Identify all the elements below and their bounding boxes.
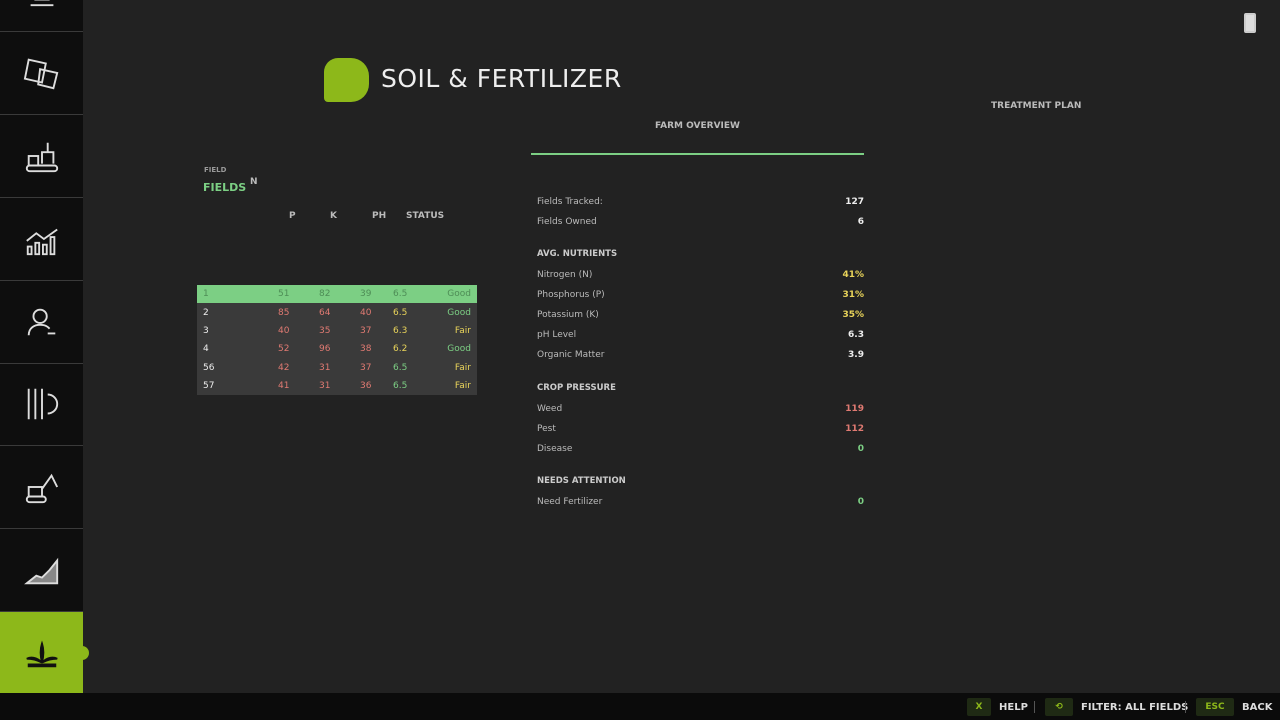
stat-disease: Disease 0: [537, 444, 864, 454]
col-status: STATUS: [406, 211, 445, 221]
sidebar-item-soil[interactable]: [0, 612, 89, 693]
table-row[interactable]: 2 85 64 40 6.5 Good: [203, 307, 471, 318]
stat-fields-tracked: Fields Tracked: 127: [537, 197, 864, 207]
worker-icon: [27, 308, 55, 336]
col-ph: PH: [372, 211, 387, 221]
sidebar-item-production[interactable]: [0, 115, 83, 198]
bottom-bar: X HELP ⟲ FILTER: ALL FIELDS ESC BACK: [0, 693, 1280, 720]
sidebar-item-vehicles[interactable]: [0, 0, 83, 32]
col-field: FIELD: [204, 166, 227, 174]
page-title: SOIL & FERTILIZER: [381, 64, 622, 93]
prices-icon: [23, 557, 58, 585]
documents-icon: [23, 58, 58, 90]
battery-icon: [1244, 13, 1256, 33]
statistics-icon: [25, 228, 58, 256]
help-key[interactable]: X: [967, 698, 991, 716]
stat-potassium: Potassium (K) 35%: [537, 310, 864, 320]
esc-key[interactable]: ESC: [1196, 698, 1234, 716]
tab-farm-overview[interactable]: FARM OVERVIEW: [655, 121, 740, 131]
sidebar-item-contracts[interactable]: [0, 32, 83, 115]
stat-weed: Weed 119: [537, 404, 864, 414]
table-row[interactable]: 56 42 31 37 6.5 Fair: [203, 362, 471, 373]
col-p: P: [289, 211, 296, 221]
sidebar-item-prices[interactable]: [0, 529, 83, 612]
help-button[interactable]: HELP: [999, 702, 1028, 713]
stat-pest: Pest 112: [537, 424, 864, 434]
active-tab-underline: [531, 153, 864, 155]
filter-key-icon[interactable]: ⟲: [1045, 698, 1073, 716]
excavator-icon: [25, 473, 58, 504]
active-indicator: [81, 646, 89, 660]
fields-table: 1 51 82 39 6.5 Good 2 85 64 40 6.5 Good 3 40 35 37 6.3…: [197, 285, 477, 396]
table-row[interactable]: 4 52 96 38 6.2 Good: [203, 344, 471, 355]
section-avg-nutrients: AVG. NUTRIENTS: [537, 249, 618, 259]
stat-phosphorus: Phosphorus (P) 31%: [537, 290, 864, 300]
divider: [1185, 701, 1186, 713]
section-needs-attention: NEEDS ATTENTION: [537, 476, 626, 486]
col-k: K: [330, 211, 337, 221]
tractor-icon: [30, 0, 53, 7]
settings-icon: [27, 388, 58, 420]
stat-fields-owned: Fields Owned 6: [537, 217, 864, 227]
stat-ph: pH Level 6.3: [537, 330, 864, 340]
back-button[interactable]: BACK: [1242, 702, 1273, 713]
plant-icon: [25, 639, 58, 667]
fields-title: FIELDS: [203, 181, 247, 194]
sidebar-item-construction[interactable]: [0, 446, 83, 529]
stat-nitrogen: Nitrogen (N) 41%: [537, 270, 864, 280]
filter-button[interactable]: FILTER: ALL FIELDS: [1081, 702, 1189, 713]
sidebar-item-statistics[interactable]: [0, 198, 83, 281]
production-icon: [25, 142, 58, 173]
tab-treatment-plan[interactable]: TREATMENT PLAN: [991, 101, 1082, 111]
sidebar-item-settings[interactable]: [0, 363, 83, 446]
col-n: N: [250, 177, 258, 187]
section-crop-pressure: CROP PRESSURE: [537, 383, 616, 393]
sidebar: [0, 0, 89, 693]
stat-need-fertilizer: Need Fertilizer 0: [537, 497, 864, 507]
table-row[interactable]: 57 41 31 36 6.5 Fair: [203, 381, 471, 392]
table-row[interactable]: 1 51 82 39 6.5 Good: [197, 285, 477, 304]
stat-organic: Organic Matter 3.9: [537, 350, 864, 360]
sidebar-item-workers[interactable]: [0, 281, 83, 364]
divider: [1034, 701, 1035, 713]
leaf-logo-icon: [324, 58, 369, 102]
table-row[interactable]: 3 40 35 37 6.3 Fair: [203, 325, 471, 336]
